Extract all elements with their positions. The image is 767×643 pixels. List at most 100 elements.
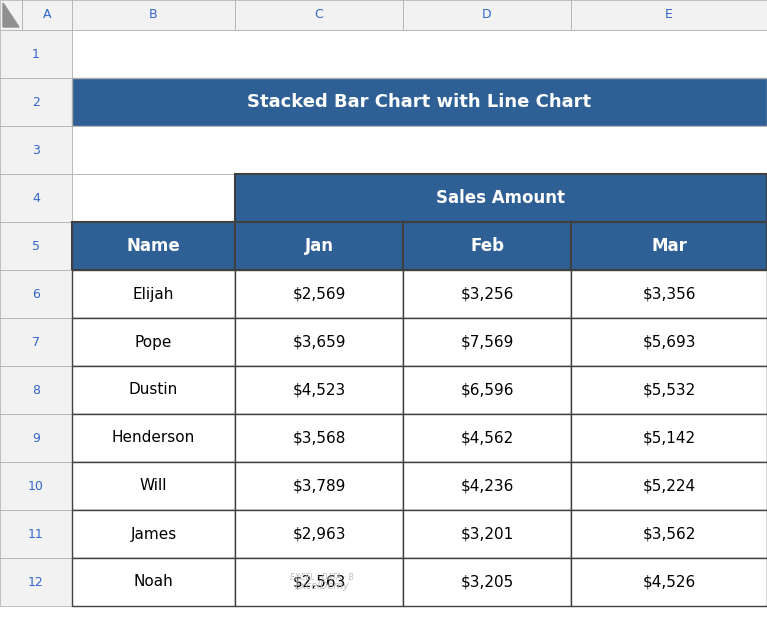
Text: 9: 9	[32, 431, 40, 444]
Bar	[571, 414, 767, 462]
Bar	[0, 174, 72, 222]
Bar	[0, 270, 72, 318]
Bar	[235, 558, 403, 606]
Text: Noah: Noah	[133, 574, 173, 590]
Text: $2,569: $2,569	[292, 287, 346, 302]
Bar	[571, 318, 767, 366]
Bar	[0, 414, 72, 462]
Text: $3,789: $3,789	[292, 478, 346, 493]
Text: $3,568: $3,568	[292, 431, 346, 446]
Bar	[72, 558, 235, 606]
Bar	[72, 318, 235, 366]
Bar	[0, 30, 72, 78]
Bar	[72, 510, 235, 558]
Text: Will: Will	[140, 478, 167, 493]
Text: $3,659: $3,659	[292, 334, 346, 350]
Bar	[403, 510, 571, 558]
Text: 12: 12	[28, 575, 44, 588]
Text: C: C	[314, 8, 324, 21]
Bar	[72, 366, 235, 414]
Bar	[0, 126, 72, 174]
Text: $3,562: $3,562	[642, 527, 696, 541]
Text: $6,596: $6,596	[460, 383, 514, 397]
Bar	[235, 222, 403, 270]
Text: $2,963: $2,963	[292, 527, 346, 541]
Text: Henderson: Henderson	[112, 431, 195, 446]
Bar	[235, 270, 403, 318]
Text: $7,569: $7,569	[460, 334, 514, 350]
Bar	[72, 222, 235, 270]
Text: D: D	[482, 8, 492, 21]
Text: $4,526: $4,526	[643, 574, 696, 590]
Bar	[571, 0, 767, 30]
Bar	[403, 366, 571, 414]
Text: 7: 7	[32, 336, 40, 349]
Bar	[235, 318, 403, 366]
Text: Dustin: Dustin	[129, 383, 178, 397]
Bar	[72, 78, 767, 126]
Text: 8: 8	[32, 383, 40, 397]
Bar	[0, 0, 22, 30]
Text: $3,356: $3,356	[642, 287, 696, 302]
Text: $5,224: $5,224	[643, 478, 696, 493]
Bar	[72, 174, 235, 222]
Bar	[72, 30, 767, 78]
Bar	[571, 558, 767, 606]
Bar	[0, 366, 72, 414]
Bar	[403, 222, 571, 270]
Text: 5: 5	[32, 239, 40, 253]
Polygon shape	[3, 3, 19, 27]
Bar	[235, 414, 403, 462]
Bar	[571, 510, 767, 558]
Bar	[22, 0, 72, 30]
Bar	[0, 558, 72, 606]
Text: $3,201: $3,201	[460, 527, 514, 541]
Bar	[72, 414, 235, 462]
Text: B: B	[150, 8, 158, 21]
Text: Jan: Jan	[304, 237, 334, 255]
Text: 11: 11	[28, 527, 44, 541]
Bar	[571, 270, 767, 318]
Text: Feb: Feb	[470, 237, 504, 255]
Text: 3: 3	[32, 143, 40, 156]
Text: $4,236: $4,236	[460, 478, 514, 493]
Text: $4,562: $4,562	[460, 431, 514, 446]
Text: $2,563: $2,563	[292, 574, 346, 590]
Bar	[0, 318, 72, 366]
Text: Pope: Pope	[135, 334, 172, 350]
Text: Sales Amount: Sales Amount	[436, 189, 565, 207]
Bar	[72, 0, 235, 30]
Bar	[403, 0, 571, 30]
Text: ExcelDemy: ExcelDemy	[295, 581, 350, 591]
Bar	[0, 510, 72, 558]
Bar	[235, 462, 403, 510]
Text: 1: 1	[32, 48, 40, 60]
Bar	[403, 414, 571, 462]
Bar	[72, 270, 235, 318]
Bar	[0, 222, 72, 270]
Text: 2: 2	[32, 96, 40, 109]
Text: $5,142: $5,142	[643, 431, 696, 446]
Text: EXCEL · DATA · B: EXCEL · DATA · B	[291, 572, 354, 581]
Text: 10: 10	[28, 480, 44, 493]
Bar	[0, 462, 72, 510]
Text: 6: 6	[32, 287, 40, 300]
Text: $3,205: $3,205	[460, 574, 514, 590]
Text: James: James	[130, 527, 176, 541]
Bar	[403, 462, 571, 510]
Bar	[571, 222, 767, 270]
Text: $3,256: $3,256	[460, 287, 514, 302]
Bar	[403, 270, 571, 318]
Text: Name: Name	[127, 237, 180, 255]
Text: $5,532: $5,532	[643, 383, 696, 397]
Bar	[403, 558, 571, 606]
Text: $4,523: $4,523	[292, 383, 346, 397]
Text: 4: 4	[32, 192, 40, 204]
Bar	[235, 366, 403, 414]
Bar	[571, 366, 767, 414]
Bar	[72, 462, 235, 510]
Bar	[235, 0, 403, 30]
Text: E: E	[665, 8, 673, 21]
Bar	[571, 462, 767, 510]
Text: Mar: Mar	[651, 237, 687, 255]
